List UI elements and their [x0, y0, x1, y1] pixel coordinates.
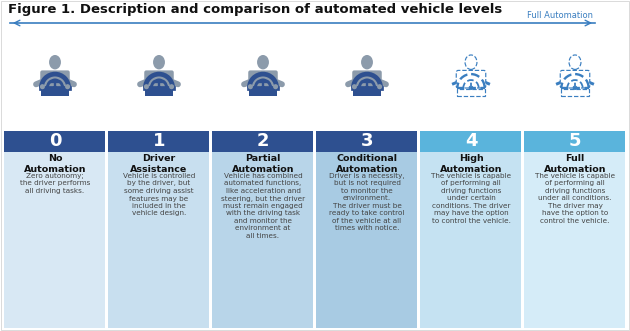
Text: Vehicle has combined
automated functions,
like acceleration and
steering, but th: Vehicle has combined automated functions… [221, 173, 305, 239]
Text: High
Automation: High Automation [440, 154, 502, 174]
Text: 2: 2 [257, 132, 269, 151]
FancyBboxPatch shape [108, 133, 209, 328]
Ellipse shape [361, 55, 373, 70]
FancyBboxPatch shape [316, 133, 417, 328]
Text: Full Automation: Full Automation [527, 12, 593, 21]
FancyBboxPatch shape [420, 133, 521, 328]
Text: The vehicle is capable
of performing all
driving functions
under certain
conditi: The vehicle is capable of performing all… [431, 173, 511, 224]
Circle shape [365, 86, 369, 90]
FancyBboxPatch shape [420, 131, 521, 152]
Circle shape [273, 84, 278, 89]
FancyBboxPatch shape [146, 89, 173, 96]
Circle shape [65, 84, 70, 89]
Text: Full
Automation: Full Automation [544, 154, 606, 174]
Text: Driver
Assistance: Driver Assistance [130, 154, 188, 174]
Circle shape [261, 86, 265, 90]
Circle shape [377, 84, 382, 89]
Circle shape [144, 84, 149, 89]
Circle shape [169, 84, 174, 89]
FancyBboxPatch shape [4, 133, 105, 328]
FancyBboxPatch shape [560, 71, 590, 88]
FancyBboxPatch shape [353, 89, 381, 96]
Text: 1: 1 [152, 132, 165, 151]
FancyBboxPatch shape [4, 131, 105, 152]
Ellipse shape [257, 55, 269, 70]
Circle shape [53, 86, 57, 90]
Ellipse shape [153, 55, 165, 70]
Ellipse shape [49, 55, 61, 70]
Circle shape [40, 84, 45, 89]
Text: Partial
Automation: Partial Automation [232, 154, 294, 174]
Text: No
Automation: No Automation [24, 154, 86, 174]
Text: 5: 5 [569, 132, 581, 151]
Text: 0: 0 [49, 132, 61, 151]
FancyBboxPatch shape [524, 131, 625, 152]
FancyBboxPatch shape [456, 71, 486, 88]
FancyBboxPatch shape [524, 133, 625, 328]
FancyBboxPatch shape [41, 89, 69, 96]
Text: Driver is a necessity,
but is not required
to monitor the
environment.
The drive: Driver is a necessity, but is not requir… [329, 173, 405, 231]
Text: 4: 4 [465, 132, 478, 151]
Ellipse shape [569, 55, 581, 70]
FancyBboxPatch shape [108, 131, 209, 152]
FancyBboxPatch shape [212, 131, 313, 152]
Text: Conditional
Automation: Conditional Automation [336, 154, 398, 174]
Circle shape [248, 84, 253, 89]
FancyBboxPatch shape [249, 89, 277, 96]
Text: Zero autonomy;
the driver performs
all driving tasks.: Zero autonomy; the driver performs all d… [20, 173, 90, 194]
Circle shape [157, 86, 161, 90]
FancyBboxPatch shape [248, 71, 278, 88]
FancyBboxPatch shape [144, 71, 174, 88]
FancyBboxPatch shape [316, 131, 417, 152]
FancyBboxPatch shape [352, 71, 382, 88]
FancyBboxPatch shape [40, 71, 70, 88]
Text: Vehicle is controlled
by the driver, but
some driving assist
features may be
inc: Vehicle is controlled by the driver, but… [123, 173, 195, 216]
Ellipse shape [465, 55, 477, 70]
Text: Figure 1. Description and comparison of automated vehicle levels: Figure 1. Description and comparison of … [8, 3, 502, 16]
Circle shape [352, 84, 357, 89]
FancyBboxPatch shape [212, 133, 313, 328]
Text: The vehicle is capable
of performing all
driving functions
under all conditions.: The vehicle is capable of performing all… [535, 173, 615, 224]
Text: 3: 3 [361, 132, 373, 151]
